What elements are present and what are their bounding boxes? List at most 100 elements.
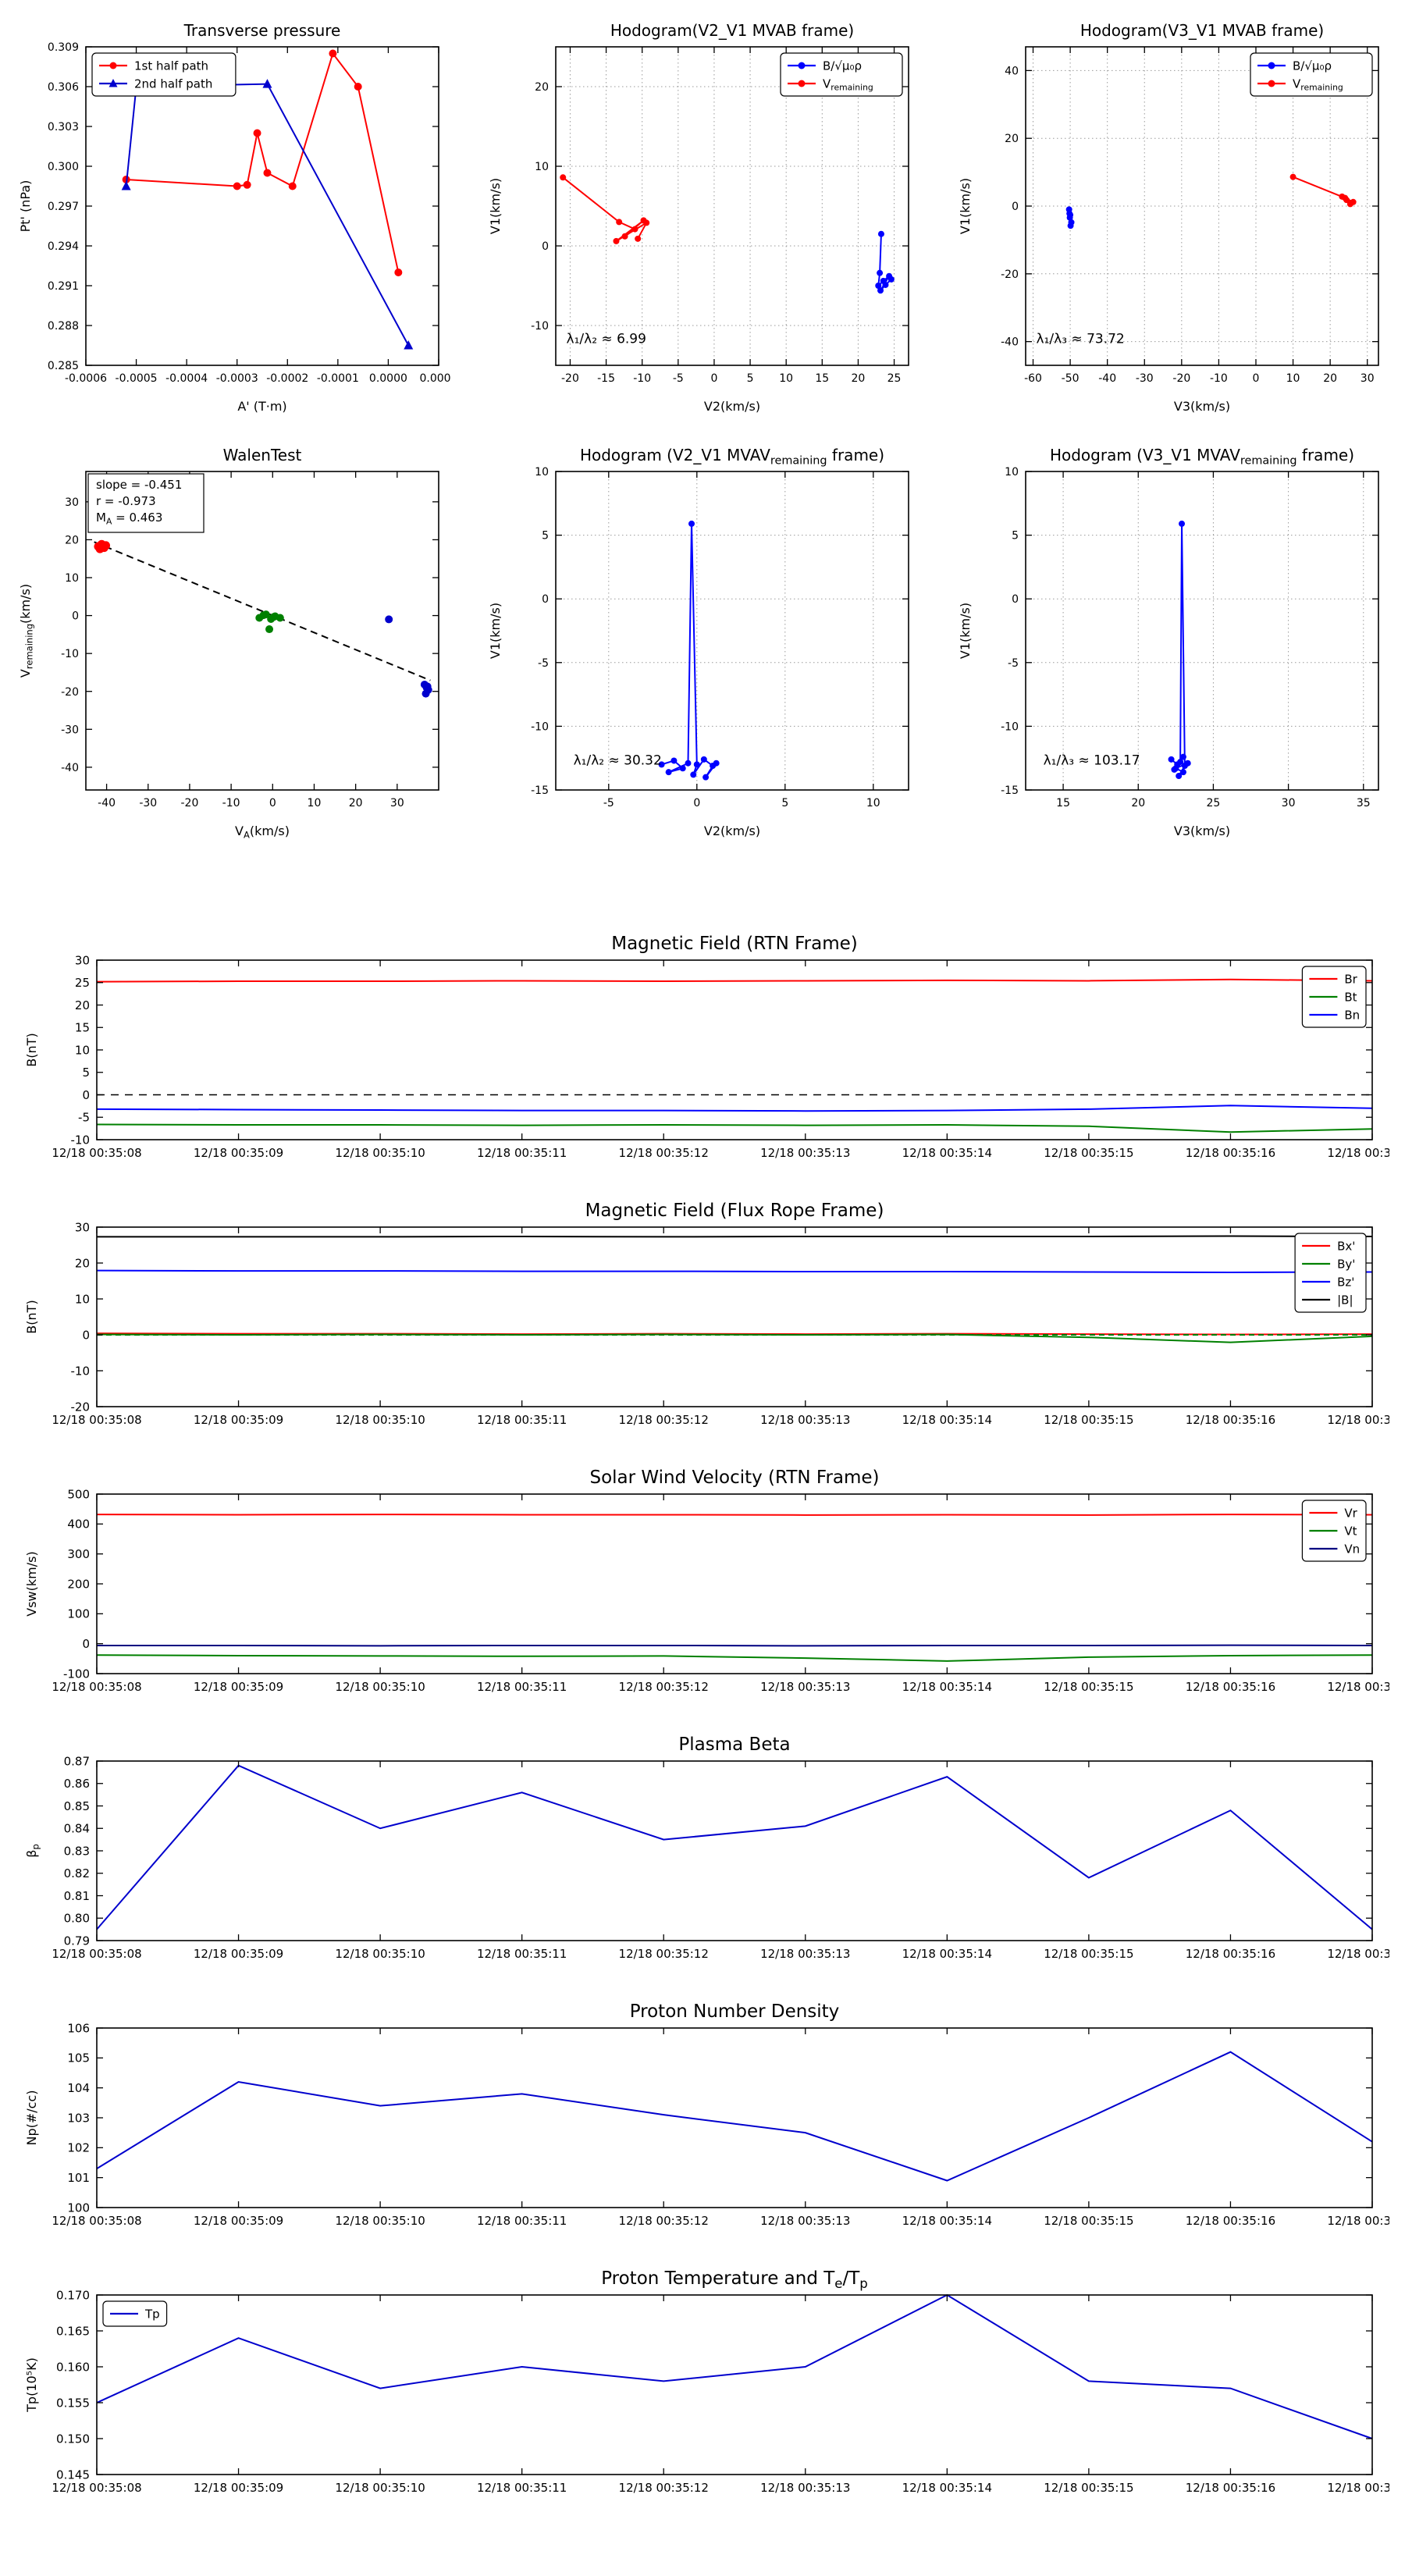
svg-text:12/18 00:35:12: 12/18 00:35:12 <box>619 1680 709 1694</box>
svg-text:-10: -10 <box>61 648 79 660</box>
svg-text:12/18 00:35:16: 12/18 00:35:16 <box>1186 1680 1275 1694</box>
chart-canvas-magnetic-fluxrope: 12/18 00:35:08 12/18 00:35:09 12/18 00:35:… <box>24 1201 1405 1427</box>
svg-text:12/18 00:35:15: 12/18 00:35:15 <box>1044 1680 1133 1694</box>
svg-text:12/18 00:35:11: 12/18 00:35:11 <box>477 1413 567 1427</box>
svg-text:0.82: 0.82 <box>64 1866 90 1880</box>
svg-text:0.85: 0.85 <box>64 1799 90 1813</box>
chart-hodogram-v3v1-mvab: -60 -50 -40 -30 -20 -10 0 10 20 30 -40 -20 0 20 40 Hodo… <box>954 11 1391 425</box>
svg-text:20: 20 <box>1323 372 1337 385</box>
svg-text:5: 5 <box>781 797 788 809</box>
svg-text:12/18 00:35:17: 12/18 00:35:17 <box>1327 1146 1389 1160</box>
svg-text:B/√μ₀ρ: B/√μ₀ρ <box>823 59 862 73</box>
svg-text:-50: -50 <box>1062 372 1080 385</box>
svg-text:12/18 00:35:16: 12/18 00:35:16 <box>1186 1413 1275 1427</box>
svg-text:0: 0 <box>1012 593 1019 606</box>
svg-text:λ₁/λ₃ ≈ 103.17: λ₁/λ₃ ≈ 103.17 <box>1044 753 1140 768</box>
svg-text:0.306: 0.306 <box>48 81 79 94</box>
svg-text:Vn: Vn <box>1344 1542 1360 1556</box>
svg-text:V2(km/s): V2(km/s) <box>704 399 760 414</box>
svg-text:12/18 00:35:09: 12/18 00:35:09 <box>194 2481 283 2495</box>
svg-text:12/18 00:35:11: 12/18 00:35:11 <box>477 1680 567 1694</box>
svg-text:12/18 00:35:10: 12/18 00:35:10 <box>335 1947 425 1961</box>
svg-text:0: 0 <box>542 593 549 606</box>
svg-text:12/18 00:35:10: 12/18 00:35:10 <box>335 1680 425 1694</box>
chart-transverse-pressure: -0.0006 -0.0005 -0.0004 -0.0003 -0.0002 -0.00… <box>14 11 458 425</box>
svg-text:B(nT): B(nT) <box>24 1033 39 1066</box>
svg-text:10: 10 <box>779 372 793 385</box>
svg-text:WalenTest: WalenTest <box>223 446 302 464</box>
svg-text:15: 15 <box>75 1021 90 1035</box>
svg-text:2nd half path: 2nd half path <box>134 76 212 91</box>
svg-text:12/18 00:35:17: 12/18 00:35:17 <box>1327 1413 1389 1427</box>
svg-text:12/18 00:35:14: 12/18 00:35:14 <box>902 1680 992 1694</box>
svg-text:Hodogram(V3_V1 MVAB frame): Hodogram(V3_V1 MVAB frame) <box>1080 21 1324 40</box>
svg-text:slope = -0.451: slope = -0.451 <box>96 478 182 492</box>
svg-text:-10: -10 <box>222 797 240 809</box>
svg-text:0.79: 0.79 <box>64 1934 90 1948</box>
series-Bn <box>96 1105 1373 1112</box>
svg-text:10: 10 <box>65 572 79 585</box>
svg-text:-5: -5 <box>538 657 549 670</box>
svg-text:12/18 00:35:12: 12/18 00:35:12 <box>619 2214 709 2228</box>
svg-text:30: 30 <box>1282 797 1296 809</box>
svg-text:12/18 00:35:11: 12/18 00:35:11 <box>477 2214 567 2228</box>
svg-text:25: 25 <box>1207 797 1221 809</box>
svg-text:12/18 00:35:13: 12/18 00:35:13 <box>760 1947 850 1961</box>
svg-text:0.160: 0.160 <box>56 2360 90 2374</box>
svg-text:30: 30 <box>390 797 404 809</box>
svg-text:0.303: 0.303 <box>48 121 79 133</box>
svg-text:12/18 00:35:09: 12/18 00:35:09 <box>194 1413 283 1427</box>
svg-text:500: 500 <box>67 1487 90 1501</box>
svg-text:12/18 00:35:09: 12/18 00:35:09 <box>194 1680 283 1694</box>
svg-text:12/18 00:35:13: 12/18 00:35:13 <box>760 1146 850 1160</box>
svg-text:0.0001: 0.0001 <box>420 372 452 385</box>
chart-hodogram-v2v1-mvav: -5 0 5 10 -15 -10 -5 0 5 10 Hodogram (V2_V1 MVAVre… <box>484 436 921 849</box>
svg-text:10: 10 <box>1005 466 1019 479</box>
svg-text:20: 20 <box>1131 797 1145 809</box>
chart-canvas-proton-density: 12/18 00:35:08 12/18 00:35:09 12/18 00:35:… <box>24 2001 1405 2228</box>
svg-text:5: 5 <box>747 372 754 385</box>
svg-text:MA = 0.463: MA = 0.463 <box>96 511 162 526</box>
svg-text:-5: -5 <box>78 1111 90 1125</box>
svg-text:λ₁/λ₃ ≈ 73.72: λ₁/λ₃ ≈ 73.72 <box>1037 331 1125 347</box>
svg-text:A' (T·m): A' (T·m) <box>237 399 286 414</box>
svg-text:101: 101 <box>67 2171 90 2185</box>
svg-text:12/18 00:35:14: 12/18 00:35:14 <box>902 2481 992 2495</box>
svg-text:12/18 00:35:08: 12/18 00:35:08 <box>52 1146 141 1160</box>
svg-text:-0.0001: -0.0001 <box>317 372 359 385</box>
chart-walen-test: -40 -30 -20 -10 0 10 20 30 -40 -30 -20 -10 0 10 20 30 Wa… <box>14 436 451 849</box>
svg-text:12/18 00:35:15: 12/18 00:35:15 <box>1044 2481 1133 2495</box>
svg-text:12/18 00:35:10: 12/18 00:35:10 <box>335 2214 425 2228</box>
svg-text:Vt: Vt <box>1344 1524 1357 1538</box>
chart-canvas-plasma-beta: 12/18 00:35:08 12/18 00:35:09 12/18 00:35:… <box>24 1735 1405 1961</box>
svg-text:-15: -15 <box>1001 785 1019 797</box>
svg-text:-40: -40 <box>1098 372 1116 385</box>
svg-text:-0.0005: -0.0005 <box>116 372 158 385</box>
subplot-row-1: -0.0006 -0.0005 -0.0004 -0.0003 -0.0002 -0.00… <box>0 11 1405 425</box>
svg-text:12/18 00:35:09: 12/18 00:35:09 <box>194 1146 283 1160</box>
svg-text:20: 20 <box>65 534 79 546</box>
chart-canvas-hodogram-v3v1-mvav: 15 20 25 30 35 -15 -10 -5 0 5 10 Hodogram (V3_V1 MV… <box>958 446 1379 838</box>
svg-text:-20: -20 <box>1172 372 1190 385</box>
svg-text:0.80: 0.80 <box>64 1912 90 1926</box>
series-Br <box>96 978 1373 983</box>
svg-text:V1(km/s): V1(km/s) <box>958 178 973 234</box>
svg-text:Tp(10⁵K): Tp(10⁵K) <box>24 2357 39 2413</box>
svg-text:-20: -20 <box>71 1400 91 1414</box>
svg-text:200: 200 <box>67 1577 90 1591</box>
svg-text:-30: -30 <box>61 724 79 736</box>
timeseries-stack: 12/18 00:35:08 12/18 00:35:09 12/18 00:35:… <box>0 924 1405 2509</box>
svg-text:λ₁/λ₂ ≈ 30.32: λ₁/λ₂ ≈ 30.32 <box>574 753 662 768</box>
svg-text:Tp: Tp <box>144 2307 160 2321</box>
svg-text:0: 0 <box>82 1637 90 1651</box>
svg-text:-0.0004: -0.0004 <box>165 372 208 385</box>
svg-text:-10: -10 <box>633 372 651 385</box>
svg-text:Vremaining: Vremaining <box>823 76 873 92</box>
svg-text:0.86: 0.86 <box>64 1777 90 1791</box>
svg-text:B(nT): B(nT) <box>24 1300 39 1333</box>
svg-text:12/18 00:35:13: 12/18 00:35:13 <box>760 2481 850 2495</box>
svg-text:0.165: 0.165 <box>56 2324 90 2338</box>
svg-text:Bt: Bt <box>1344 990 1357 1004</box>
svg-text:Plasma Beta: Plasma Beta <box>678 1735 790 1755</box>
svg-text:12/18 00:35:11: 12/18 00:35:11 <box>477 2481 567 2495</box>
